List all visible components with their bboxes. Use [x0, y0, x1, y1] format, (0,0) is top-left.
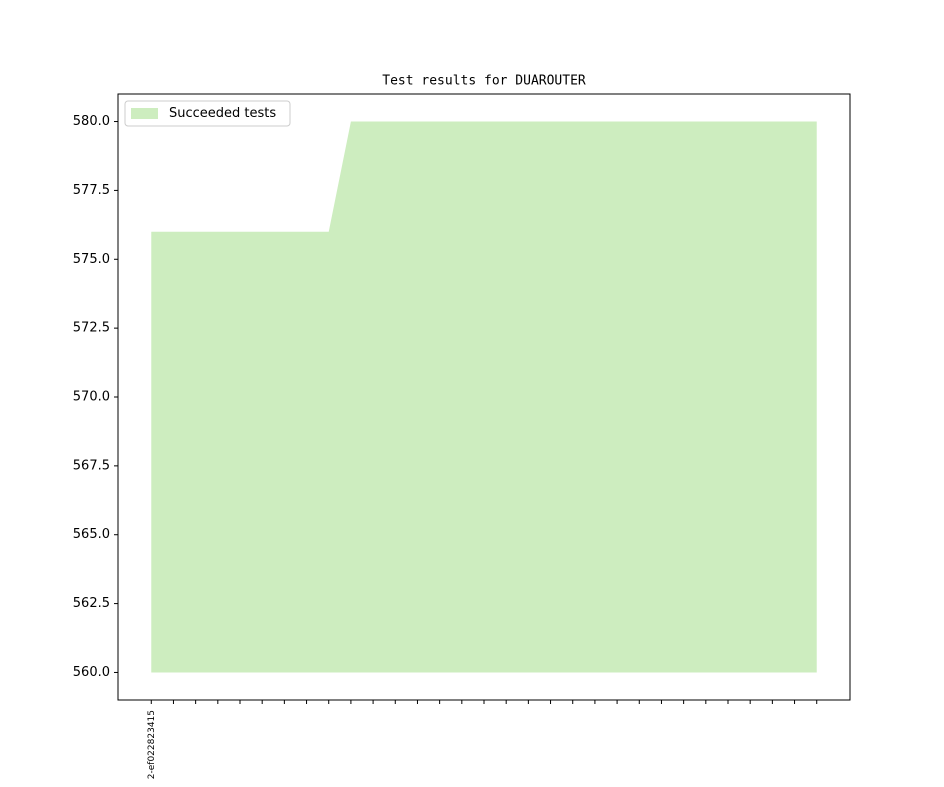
legend-swatch [131, 108, 158, 119]
y-tick-label: 570.0 [73, 390, 110, 405]
x-tick-label: 2-ef022823415 [147, 710, 157, 779]
y-tick-label: 577.5 [73, 183, 110, 198]
y-tick-label: 560.0 [73, 665, 110, 680]
legend: Succeeded tests [124, 100, 291, 127]
y-tick-label: 580.0 [73, 114, 110, 129]
y-tick-label: 572.5 [73, 321, 110, 336]
y-tick-label: 567.5 [73, 458, 110, 473]
legend-label: Succeeded tests [169, 106, 276, 121]
y-tick-label: 562.5 [73, 596, 110, 611]
legend-box [124, 100, 291, 127]
chart-title: Test results for DUAROUTER [382, 74, 586, 89]
area [151, 121, 817, 673]
y-tick-label: 565.0 [73, 527, 110, 542]
y-tick-label: 575.0 [73, 252, 110, 267]
